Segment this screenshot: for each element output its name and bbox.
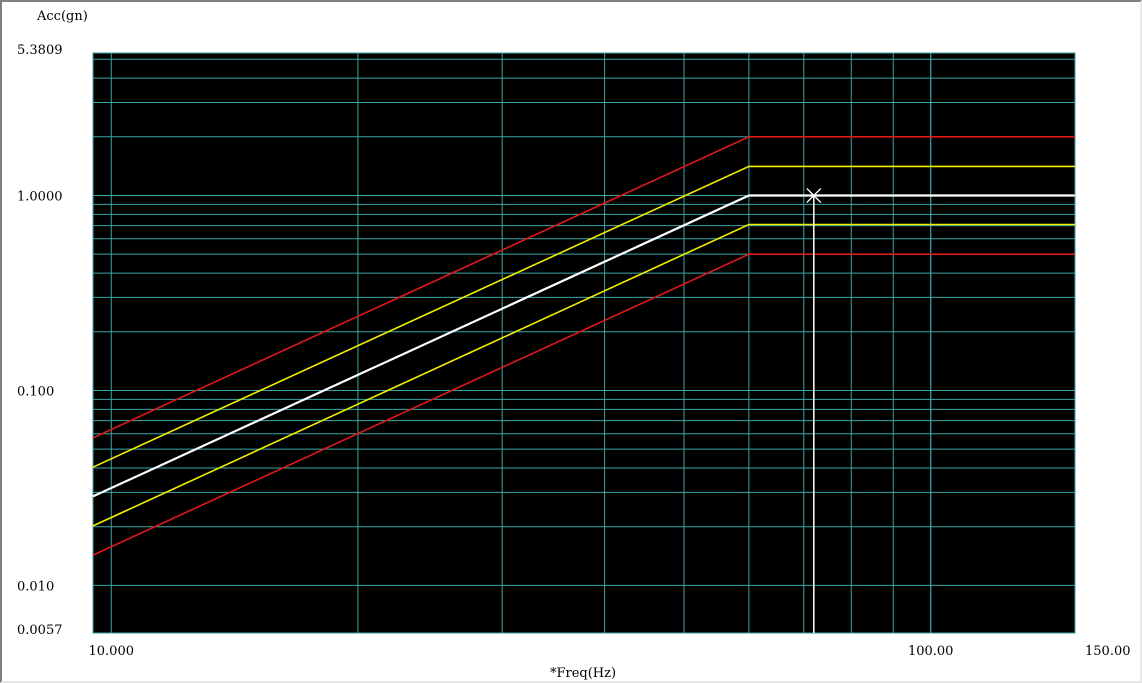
series-line-alarm-limit-1 <box>92 165 1075 468</box>
series-line-abort-limit-4 <box>92 253 1075 556</box>
x-tick-label: 10.000 <box>89 644 135 659</box>
cursor[interactable] <box>806 188 822 633</box>
y-tick-label: 1.0000 <box>17 189 63 204</box>
plot-area[interactable] <box>92 52 1076 634</box>
y-tick-labels: 5.3809 1.0000 0.100 0.010 0.0057 <box>17 43 63 638</box>
y-tick-label: 0.010 <box>17 579 54 594</box>
y-tick-label: 5.3809 <box>17 43 63 58</box>
series-line-alarm-limit-3 <box>92 223 1075 527</box>
y-tick-label: 0.100 <box>17 384 54 399</box>
grid-lines <box>93 53 1075 633</box>
x-axis-title: *Freq(Hz) <box>550 666 616 681</box>
y-axis-title: Acc(gn) <box>36 9 88 24</box>
x-tick-label: 100.00 <box>908 644 954 659</box>
y-tick-label: 0.0057 <box>17 623 63 638</box>
series-line-control-2 <box>92 194 1075 498</box>
x-tick-label: 150.00 <box>1085 644 1131 659</box>
x-tick-labels: 10.000 100.00 150.00 <box>89 644 1131 659</box>
cursor-marker[interactable] <box>806 188 822 203</box>
series-lines <box>92 136 1075 556</box>
series-line-abort-limit-0 <box>92 136 1075 439</box>
